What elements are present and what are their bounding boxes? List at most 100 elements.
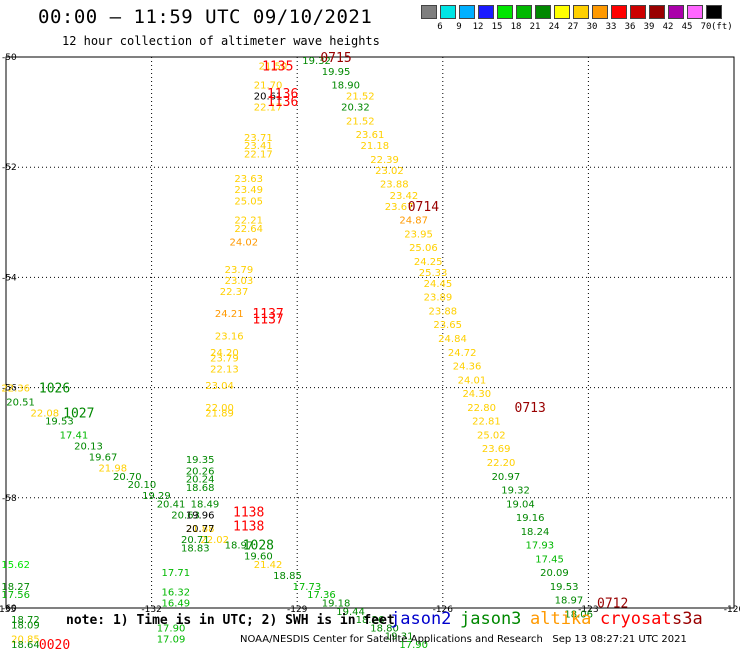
wave-height-point: 19.16 xyxy=(516,513,545,524)
legend-label: 39 xyxy=(643,22,655,32)
wave-height-point: 23.16 xyxy=(215,331,244,342)
wave-height-point: 23.02 xyxy=(375,166,404,177)
legend-swatch xyxy=(706,5,722,19)
wave-height-point: 20.63 xyxy=(171,510,200,521)
wave-height-point: 19.96 xyxy=(186,510,215,521)
pass-time-label: 1027 xyxy=(63,406,94,421)
pass-time-label: 0713 xyxy=(515,401,546,416)
lat-tick-label: -50 xyxy=(2,53,17,63)
map-frame xyxy=(5,56,735,609)
wave-height-point: 20.10 xyxy=(128,480,157,491)
wave-height-point: 15.62 xyxy=(1,560,30,571)
wave-height-point: 23.03 xyxy=(225,276,254,287)
lon-tick-label: -126 xyxy=(433,605,454,615)
wave-height-point: 24.45 xyxy=(424,279,453,290)
pass-time-label: 1135 xyxy=(262,59,293,74)
wave-height-point: 20.32 xyxy=(341,103,370,114)
wave-height-point: 22.00 xyxy=(205,403,234,414)
footer-timestamp: Sep 13 08:27:21 UTC 2021 xyxy=(552,634,687,645)
wave-height-point: 23.65 xyxy=(433,320,462,331)
lat-tick-label: -60 xyxy=(2,604,17,614)
wave-height-point: 18.90 xyxy=(331,81,360,92)
wave-height-point: 22.20 xyxy=(487,458,516,469)
chart-subtitle: 12 hour collection of altimeter wave hei… xyxy=(62,34,380,48)
wave-height-point: 19.53 xyxy=(45,417,74,428)
wave-height-point: 25.33 xyxy=(419,268,448,279)
wave-height-point: 22.36 xyxy=(1,384,30,395)
legend-label: 18 xyxy=(510,22,522,32)
wave-height-point: 24.01 xyxy=(458,375,487,386)
wave-height-point: 23.89 xyxy=(424,293,453,304)
lat-tick-label: -58 xyxy=(2,494,17,504)
wave-height-point: 22.64 xyxy=(234,224,263,235)
pass-time-label: 1137 xyxy=(252,313,283,328)
legend-label: 45 xyxy=(681,22,693,32)
wave-height-point: 23.41 xyxy=(244,141,273,152)
wave-height-point: 24.87 xyxy=(399,216,428,227)
wave-height-point: 24.25 xyxy=(414,257,443,268)
wave-height-point: 17.41 xyxy=(60,430,89,441)
legend-swatch xyxy=(649,5,665,19)
wave-height-point: 17.73 xyxy=(293,582,322,593)
wave-height-point: 18.80 xyxy=(370,623,399,634)
wave-height-point: 17.93 xyxy=(526,541,555,552)
wave-height-point: 21.88 xyxy=(186,524,215,535)
wave-height-point: 24.02 xyxy=(229,238,258,249)
wave-height-point: 17.90 xyxy=(399,640,428,650)
wave-height-point: 19.29 xyxy=(142,491,171,502)
lat-tick-label: -54 xyxy=(2,273,17,283)
legend-swatch xyxy=(573,5,589,19)
wave-height-point: 24.36 xyxy=(453,362,482,373)
wave-height-point: 17.45 xyxy=(535,554,564,565)
wave-height-point: 18.26 xyxy=(356,615,385,626)
legend-label: 70 xyxy=(700,22,712,32)
wave-height-point: 23.67 xyxy=(385,202,414,213)
pass-time-label: 1138 xyxy=(233,519,264,534)
legend-swatch xyxy=(478,5,494,19)
legend-swatch xyxy=(668,5,684,19)
legend-swatch xyxy=(440,5,456,19)
wave-height-point: 20.70 xyxy=(113,472,142,483)
legend-swatch xyxy=(421,5,437,19)
wave-height-point: 20.77 xyxy=(186,524,215,535)
wave-height-point: 21.89 xyxy=(205,408,234,419)
wave-height-point: 20.51 xyxy=(6,397,35,408)
wave-height-point: 22.21 xyxy=(234,216,263,227)
pass-time-label: 1028 xyxy=(243,539,274,554)
legend-label: 42 xyxy=(662,22,674,32)
wave-height-point: 17.71 xyxy=(162,568,191,579)
legend-unit: (ft) xyxy=(711,22,733,32)
wave-height-point: 21.50 xyxy=(259,61,288,72)
wave-height-point: 20.61 xyxy=(254,92,283,103)
wave-height-point: 18.83 xyxy=(181,543,210,554)
wave-height-point: 18.97 xyxy=(555,596,584,607)
legend-swatch xyxy=(535,5,551,19)
wave-height-point: 22.13 xyxy=(210,364,239,375)
pass-time-label: 1138 xyxy=(233,506,264,521)
lon-tick-label: -123 xyxy=(578,605,598,615)
wave-height-point: 17.90 xyxy=(157,623,186,634)
wave-height-point: 18.09 xyxy=(11,621,40,632)
wave-height-point: 19.67 xyxy=(89,452,118,463)
legend-label: 36 xyxy=(624,22,636,32)
lat-tick-label: -56 xyxy=(2,384,17,394)
footer-agency: NOAA/NESDIS Center for Satellite Applica… xyxy=(240,634,543,645)
wave-height-point: 18.49 xyxy=(191,499,220,510)
legend-swatch xyxy=(592,5,608,19)
wave-height-point: 19.95 xyxy=(322,67,351,78)
legend-label: 12 xyxy=(472,22,484,32)
legend-swatch xyxy=(611,5,627,19)
wave-height-point: 21.42 xyxy=(254,560,283,571)
wave-height-point: 18.68 xyxy=(186,483,215,494)
wave-height-point: 25.02 xyxy=(477,430,506,441)
wave-height-point: 23.79 xyxy=(225,265,254,276)
chart-title: 00:00 – 11:59 UTC 09/10/2021 xyxy=(38,6,373,28)
wave-height-point: 21.52 xyxy=(346,116,375,127)
satellite-altika: altika xyxy=(530,609,592,629)
wave-height-point: 22.39 xyxy=(370,155,399,166)
satellite-jason3: jason3 xyxy=(460,609,522,629)
wave-height-point: 24.21 xyxy=(215,309,244,320)
wave-height-point: 19.35 xyxy=(186,455,215,466)
wave-height-point: 20.24 xyxy=(186,475,215,486)
